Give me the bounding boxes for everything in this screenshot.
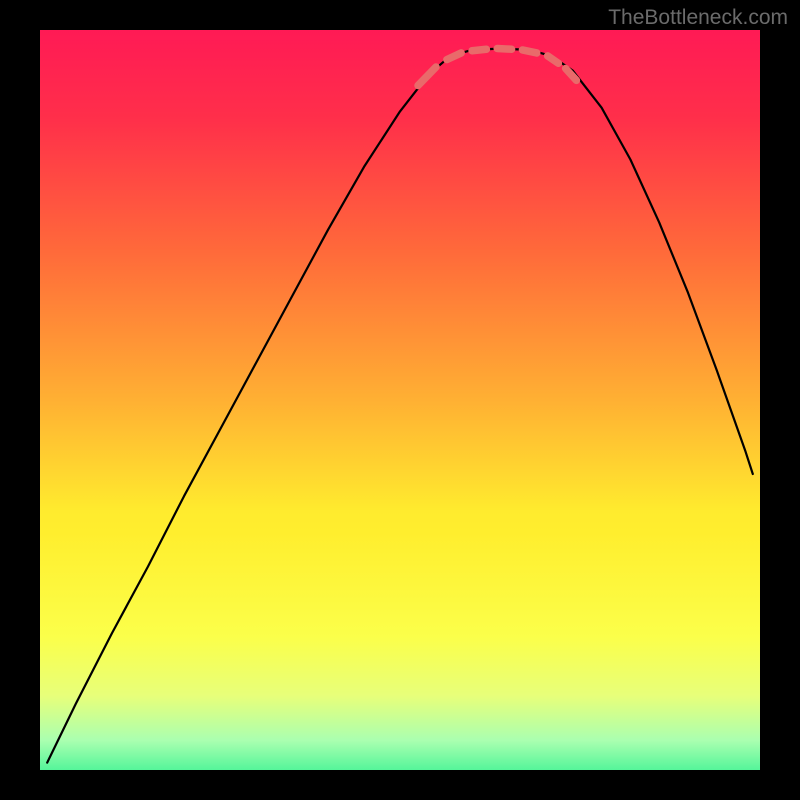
watermark-text: TheBottleneck.com [608,6,788,30]
gradient-background [40,30,760,770]
plot-svg [40,30,760,770]
plot-area [40,30,760,770]
chart-root: TheBottleneck.com [0,0,800,800]
